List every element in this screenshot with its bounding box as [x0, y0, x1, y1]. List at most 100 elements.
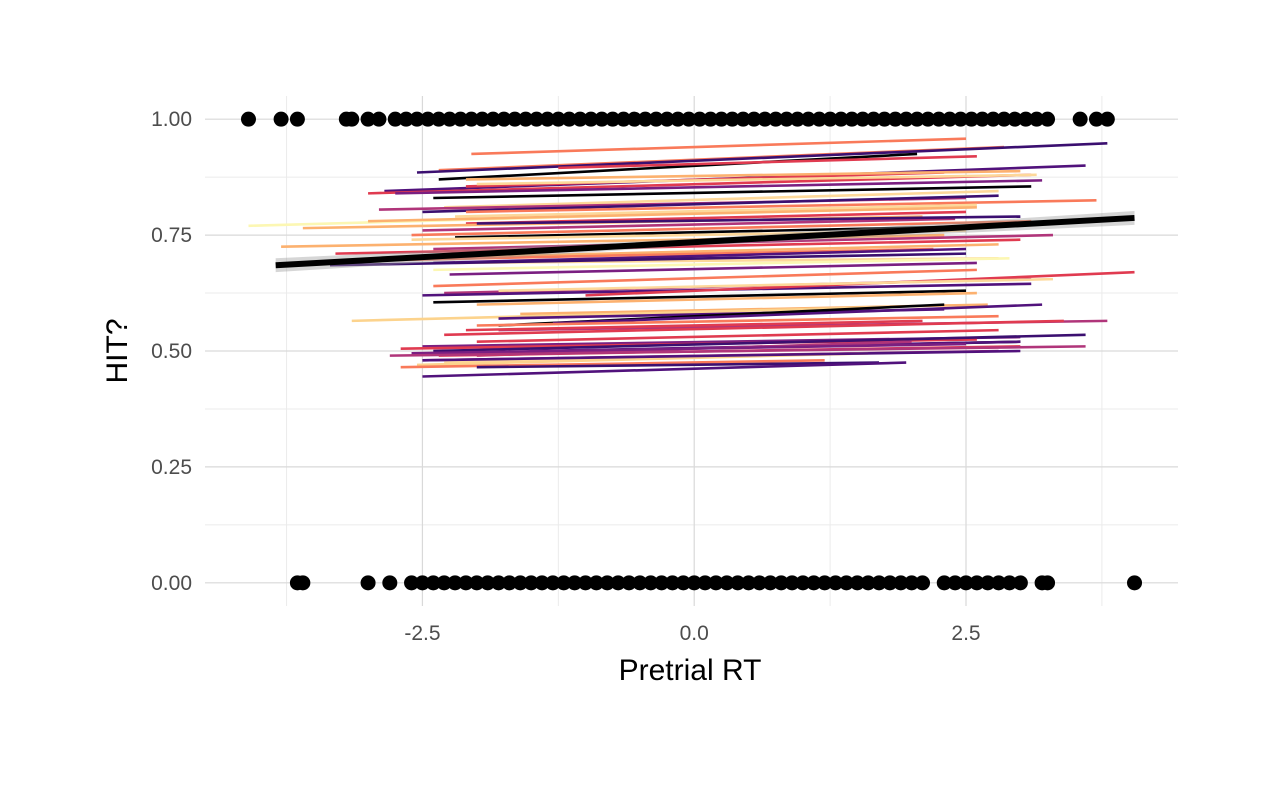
data-point-hit — [692, 111, 708, 127]
data-point-miss — [469, 575, 485, 591]
data-point-hit — [344, 111, 360, 127]
data-point-hit — [273, 111, 289, 127]
y-tick-label: 0.75 — [151, 224, 192, 247]
subject-fit-line — [476, 328, 999, 344]
data-point-hit — [1007, 111, 1023, 127]
subject-fit-line — [411, 243, 999, 260]
data-point-miss — [458, 575, 474, 591]
data-point-miss — [784, 575, 800, 591]
data-point-hit — [963, 111, 979, 127]
data-point-hit — [452, 111, 468, 127]
subject-fit-line — [438, 152, 918, 181]
data-point-miss — [958, 575, 974, 591]
subject-fit-line — [351, 305, 890, 323]
data-point-miss — [860, 575, 876, 591]
data-point-hit — [539, 111, 555, 127]
data-point-hit — [996, 111, 1012, 127]
subject-fit-line — [422, 361, 907, 378]
data-point-miss — [904, 575, 920, 591]
data-point-hit — [431, 111, 447, 127]
data-point-miss — [501, 575, 517, 591]
data-point-miss — [1001, 575, 1017, 591]
data-point-miss — [664, 575, 680, 591]
subject-fit-line — [498, 277, 1054, 293]
subject-fit-line — [389, 345, 1086, 357]
data-point-miss — [1127, 575, 1143, 591]
data-point-hit — [713, 111, 729, 127]
data-point-hit — [855, 111, 871, 127]
subject-fit-line — [411, 219, 1032, 237]
data-point-hit — [507, 111, 523, 127]
data-point-hit — [1029, 111, 1045, 127]
data-point-hit — [887, 111, 903, 127]
data-point-hit — [811, 111, 827, 127]
data-point-miss — [675, 575, 691, 591]
data-point-hit — [1040, 111, 1056, 127]
data-point-miss — [773, 575, 789, 591]
data-point-miss — [817, 575, 833, 591]
data-point-hit — [681, 111, 697, 127]
subject-fit-line — [368, 205, 977, 223]
data-point-hit — [931, 111, 947, 127]
subject-fit-line — [465, 199, 1097, 214]
subject-fit-line — [476, 314, 999, 327]
x-tick-label: 0.0 — [680, 622, 709, 645]
data-point-miss — [806, 575, 822, 591]
data-point-miss — [947, 575, 963, 591]
overall-fit — [275, 210, 1135, 273]
subject-fit-line — [476, 361, 880, 369]
data-point-hit — [561, 111, 577, 127]
data-point-hit — [735, 111, 751, 127]
data-point-hit — [909, 111, 925, 127]
y-tick-label: 0.25 — [151, 456, 192, 479]
data-point-hit — [398, 111, 414, 127]
data-point-miss — [1040, 575, 1056, 591]
x-tick-label: -2.5 — [404, 622, 440, 645]
subject-fit-line — [422, 217, 956, 232]
data-point-hit — [974, 111, 990, 127]
subject-fit-line — [558, 154, 977, 170]
subject-fit-line — [416, 141, 1108, 174]
data-point-hit — [583, 111, 599, 127]
subject-fit-line — [465, 169, 1021, 181]
data-point-hit — [496, 111, 512, 127]
x-tick-label: 2.5 — [951, 622, 980, 645]
data-point-miss — [382, 575, 398, 591]
data-point-miss — [828, 575, 844, 591]
data-point-hit — [866, 111, 882, 127]
data-points — [240, 111, 1143, 591]
subject-fit-line — [465, 319, 923, 332]
data-point-miss — [762, 575, 778, 591]
data-point-miss — [719, 575, 735, 591]
y-tick-label: 1.00 — [151, 108, 192, 131]
data-point-hit — [898, 111, 914, 127]
data-point-miss — [751, 575, 767, 591]
subject-fit-line — [422, 194, 999, 214]
data-point-hit — [833, 111, 849, 127]
data-point-hit — [420, 111, 436, 127]
data-point-hit — [442, 111, 458, 127]
data-point-hit — [1099, 111, 1115, 127]
subject-fit-line — [476, 215, 1021, 225]
data-point-miss — [567, 575, 583, 591]
data-point-hit — [953, 111, 969, 127]
data-point-miss — [360, 575, 376, 591]
data-point-miss — [295, 575, 311, 591]
data-point-hit — [876, 111, 892, 127]
data-point-miss — [556, 575, 572, 591]
subject-fit-line — [476, 173, 1037, 186]
y-tick-label: 0.50 — [151, 340, 192, 363]
subject-fit-line — [455, 203, 977, 218]
data-point-hit — [942, 111, 958, 127]
subject-fit-line — [471, 137, 967, 156]
data-point-miss — [447, 575, 463, 591]
data-point-miss — [849, 575, 865, 591]
x-tick-labels: -2.5 0.0 2.5 — [404, 622, 980, 645]
data-point-miss — [610, 575, 626, 591]
data-point-miss — [969, 575, 985, 591]
data-point-hit — [616, 111, 632, 127]
data-point-hit — [800, 111, 816, 127]
data-point-miss — [697, 575, 713, 591]
y-tick-label: 0.00 — [151, 572, 192, 595]
data-point-miss — [871, 575, 887, 591]
